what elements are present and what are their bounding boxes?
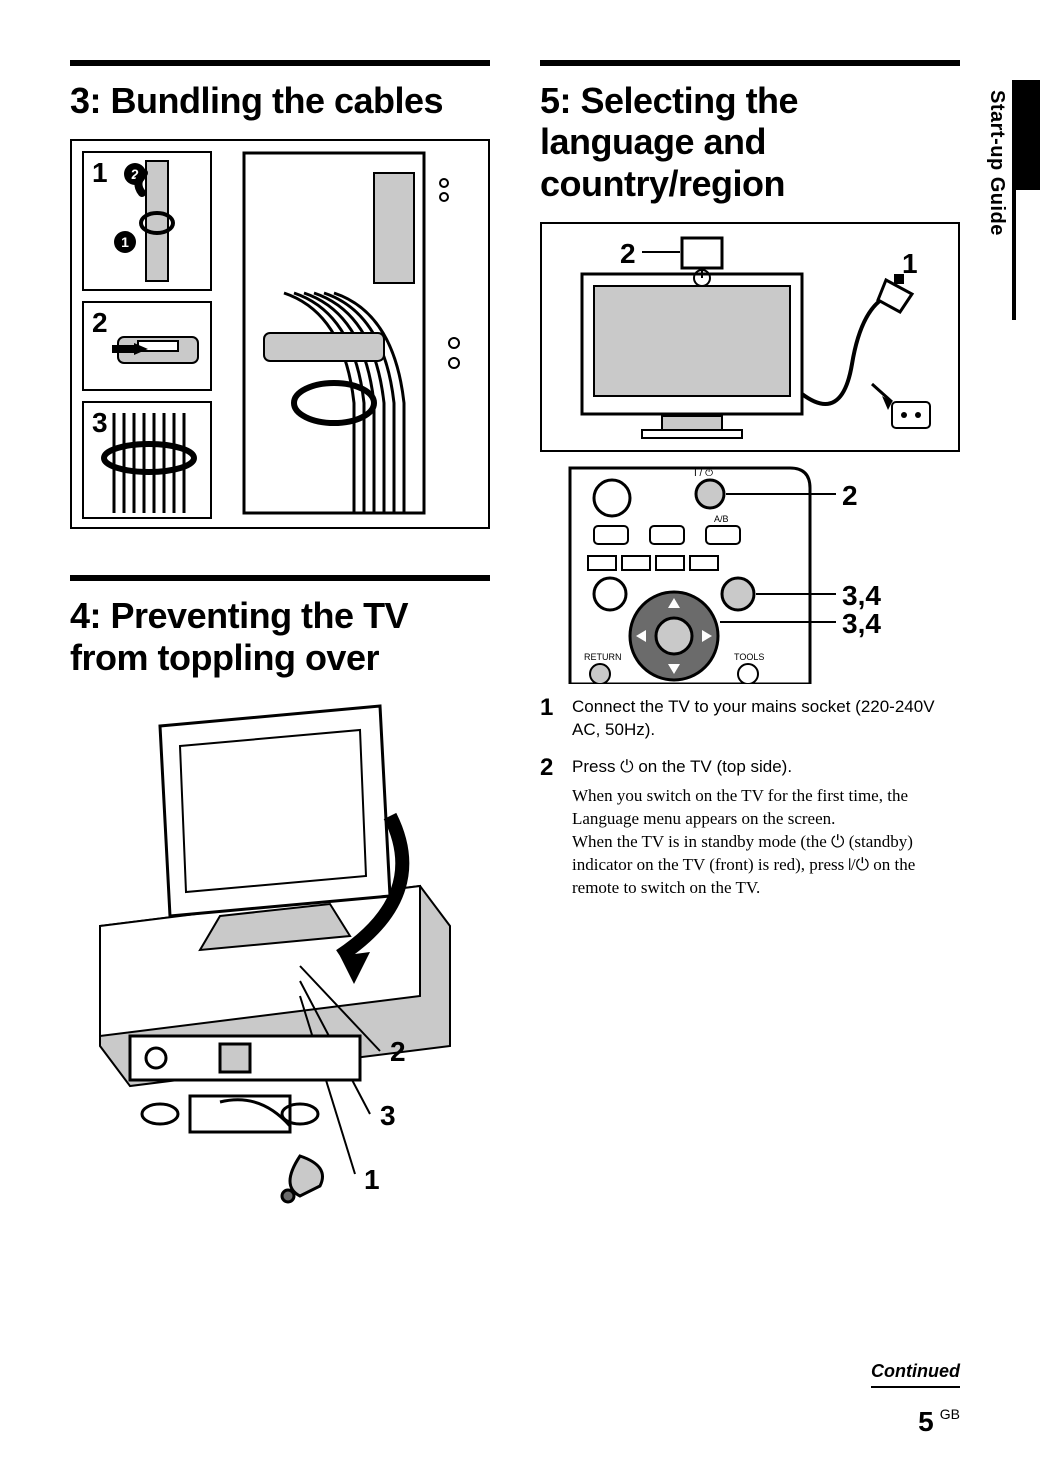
callout-label: 1 (902, 248, 918, 280)
step-main-text: Press ⏻ on the TV (top side). (572, 756, 960, 779)
step-main-text: Connect the TV to your mains socket (220… (572, 696, 960, 742)
section-rule (70, 60, 490, 66)
figure-toppling: 2 3 1 (70, 696, 490, 1206)
step-label: 3 (380, 1100, 396, 1132)
step-body: Press ⏻ on the TV (top side). When you s… (572, 756, 960, 900)
figure-select-lang-remote: I / ⏻ A/B (540, 464, 960, 684)
page-number: 5 GB (918, 1406, 960, 1438)
step-item: 1 Connect the TV to your mains socket (2… (540, 696, 960, 742)
side-tab-marker (1016, 80, 1040, 190)
step-sub-text: When you switch on the TV for the first … (572, 785, 960, 900)
svg-text:I / ⏻: I / ⏻ (694, 468, 713, 479)
panel-2: 2 (82, 301, 212, 391)
callout-label: 2 (620, 238, 636, 270)
figure-select-lang-top: 2 1 (540, 222, 960, 452)
step-number: 2 (540, 756, 560, 900)
step-item: 2 Press ⏻ on the TV (top side). When you… (540, 756, 960, 900)
side-tab (1012, 80, 1040, 320)
left-column: 3: Bundling the cables 1 2 1 2 (70, 60, 490, 1206)
toppling-art (70, 696, 490, 1206)
section-4-heading: 4: Preventing the TV from toppling over (70, 595, 490, 678)
step-body: Connect the TV to your mains socket (220… (572, 696, 960, 742)
section-rule (540, 60, 960, 66)
side-tab-label: Start-up Guide (985, 90, 1008, 236)
step-number: 1 (540, 696, 560, 742)
panel-2-art (84, 303, 214, 393)
select-lang-top-art (542, 224, 958, 450)
page-number-suffix: GB (940, 1406, 960, 1422)
callout-label: 2 (842, 480, 858, 512)
section-3-heading: 3: Bundling the cables (70, 80, 490, 121)
section-rule (70, 575, 490, 581)
page-number-value: 5 (918, 1406, 934, 1437)
svg-text:RETURN: RETURN (584, 652, 622, 662)
step-label: 1 (364, 1164, 380, 1196)
step-label: 2 (390, 1036, 406, 1068)
panel-1-art (84, 153, 214, 293)
continued-label: Continued (871, 1361, 960, 1388)
figure-bundling-cables: 1 2 1 2 (70, 139, 490, 529)
section-5-heading: 5: Selecting the language and country/re… (540, 80, 960, 204)
tv-back-art (224, 143, 484, 529)
callout-label: 3,4 (842, 608, 881, 640)
columns: 3: Bundling the cables 1 2 1 2 (70, 60, 970, 1206)
right-column: 5: Selecting the language and country/re… (540, 60, 960, 1206)
steps-list: 1 Connect the TV to your mains socket (2… (540, 696, 960, 900)
remote-art: I / ⏻ A/B (540, 464, 956, 684)
svg-text:A/B: A/B (714, 514, 729, 524)
page: Start-up Guide 3: Bundling the cables 1 … (0, 0, 1040, 1478)
panel-3: 3 (82, 401, 212, 519)
panel-1: 1 2 1 (82, 151, 212, 291)
svg-text:TOOLS: TOOLS (734, 652, 764, 662)
panel-3-art (84, 403, 214, 521)
